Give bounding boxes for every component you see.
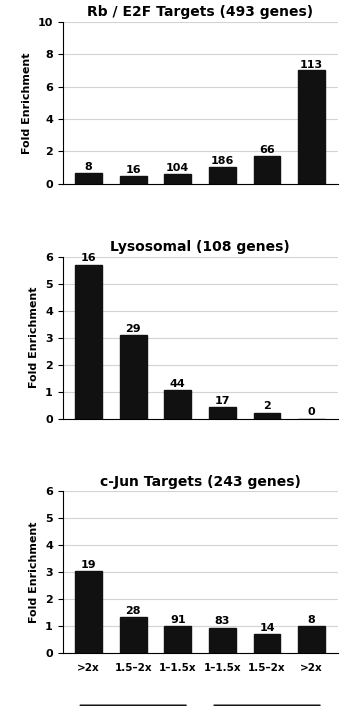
Text: 17: 17 xyxy=(215,396,230,406)
Y-axis label: Fold Enrichment: Fold Enrichment xyxy=(30,287,39,388)
Text: 29: 29 xyxy=(125,324,141,333)
Title: c-Jun Targets (243 genes): c-Jun Targets (243 genes) xyxy=(100,475,301,489)
Bar xyxy=(254,412,280,419)
Bar xyxy=(209,628,236,653)
Text: 104: 104 xyxy=(166,163,189,174)
Bar xyxy=(254,634,280,653)
Text: 2: 2 xyxy=(263,401,271,411)
Bar xyxy=(209,167,236,184)
Text: 44: 44 xyxy=(170,379,186,389)
Bar xyxy=(120,335,147,419)
Bar xyxy=(298,627,325,653)
Y-axis label: Fold Enrichment: Fold Enrichment xyxy=(30,522,39,623)
Text: 83: 83 xyxy=(215,616,230,627)
Bar xyxy=(120,617,147,653)
Text: 19: 19 xyxy=(81,560,96,570)
Text: 91: 91 xyxy=(170,615,185,625)
Text: 16: 16 xyxy=(81,253,96,264)
Text: 66: 66 xyxy=(259,145,275,155)
Text: 8: 8 xyxy=(85,163,93,172)
Bar xyxy=(209,407,236,419)
Bar xyxy=(164,174,191,184)
Title: Lysosomal (108 genes): Lysosomal (108 genes) xyxy=(110,240,290,254)
Bar xyxy=(298,70,325,184)
Bar xyxy=(254,156,280,184)
Text: 0: 0 xyxy=(308,407,316,417)
Text: 14: 14 xyxy=(259,623,275,632)
Title: Rb / E2F Targets (493 genes): Rb / E2F Targets (493 genes) xyxy=(87,5,313,19)
Bar xyxy=(164,391,191,419)
Text: 28: 28 xyxy=(125,605,141,616)
Bar xyxy=(75,571,102,653)
Bar xyxy=(164,627,191,653)
Text: 16: 16 xyxy=(125,165,141,175)
Y-axis label: Fold Enrichment: Fold Enrichment xyxy=(22,52,32,153)
Text: 186: 186 xyxy=(211,156,234,166)
Bar xyxy=(75,265,102,419)
Text: 8: 8 xyxy=(308,615,316,625)
Bar xyxy=(120,176,147,184)
Bar xyxy=(75,174,102,184)
Text: 113: 113 xyxy=(300,60,323,70)
